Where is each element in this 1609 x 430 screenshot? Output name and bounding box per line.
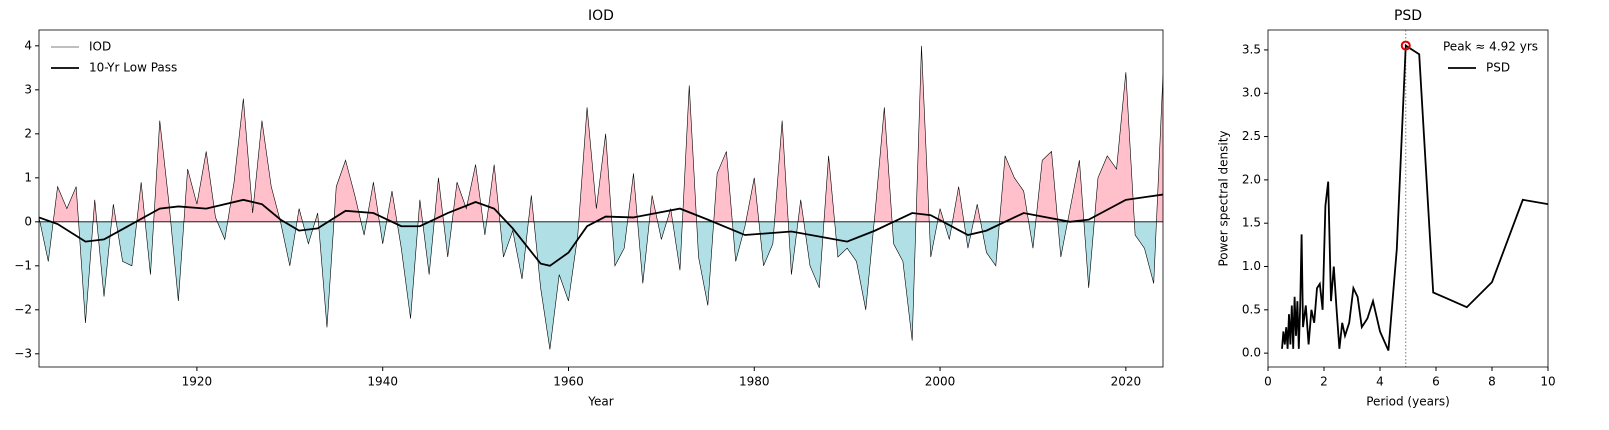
x-tick-label: 1920 <box>182 375 213 389</box>
x-axis-label: Period (years) <box>1366 395 1450 409</box>
x-tick-label: 6 <box>1432 375 1440 389</box>
y-tick-label: 2 <box>24 126 32 140</box>
y-tick-label: 2.0 <box>1242 172 1261 186</box>
y-tick-label: −2 <box>14 302 32 316</box>
plot-area <box>39 45 1163 350</box>
x-tick-label: 2 <box>1320 375 1328 389</box>
legend-label: IOD <box>89 40 111 54</box>
y-tick-label: 1 <box>24 170 32 184</box>
negative-area <box>39 221 1157 350</box>
x-tick-label: 8 <box>1488 375 1496 389</box>
y-tick-label: −3 <box>14 346 32 360</box>
y-tick-label: 2.5 <box>1242 129 1261 143</box>
legend-label: 10-Yr Low Pass <box>89 61 177 75</box>
series-line <box>39 193 1163 267</box>
x-tick-label: 10 <box>1540 375 1555 389</box>
x-tick-label: 2000 <box>925 375 956 389</box>
positive-area <box>39 45 1163 222</box>
y-tick-label: 0 <box>24 214 32 228</box>
x-tick-label: 1980 <box>739 375 770 389</box>
plot-frame <box>1267 29 1549 368</box>
x-tick-label: 1940 <box>367 375 398 389</box>
x-tick-label: 4 <box>1376 375 1384 389</box>
y-tick-label: 4 <box>24 38 32 52</box>
series-line <box>1281 43 1548 351</box>
y-tick-label: 3 <box>24 82 32 96</box>
peak-marker <box>1400 40 1411 51</box>
series-line <box>39 45 1163 350</box>
chart-title: IOD <box>588 8 614 24</box>
y-tick-label: 3.0 <box>1242 86 1261 100</box>
y-tick-label: 1.0 <box>1242 259 1261 273</box>
y-tick-label: −1 <box>14 258 32 272</box>
x-axis-label: Year <box>587 395 613 409</box>
legend-label: PSD <box>1486 61 1510 75</box>
plot-area <box>1281 30 1548 367</box>
y-tick-label: 3.5 <box>1242 42 1261 56</box>
chart-title: PSD <box>1394 8 1422 24</box>
y-tick-label: 1.5 <box>1242 216 1261 230</box>
plot-frame <box>38 29 1164 368</box>
x-tick-label: 2020 <box>1111 375 1142 389</box>
y-axis-label: Power spectral density <box>1217 130 1231 266</box>
x-tick-label: 1960 <box>553 375 584 389</box>
y-tick-label: 0.0 <box>1242 346 1261 360</box>
x-tick-label: 0 <box>1264 375 1272 389</box>
y-tick-label: 0.5 <box>1242 302 1261 316</box>
peak-annotation: Peak ≈ 4.92 yrs <box>1443 40 1538 54</box>
